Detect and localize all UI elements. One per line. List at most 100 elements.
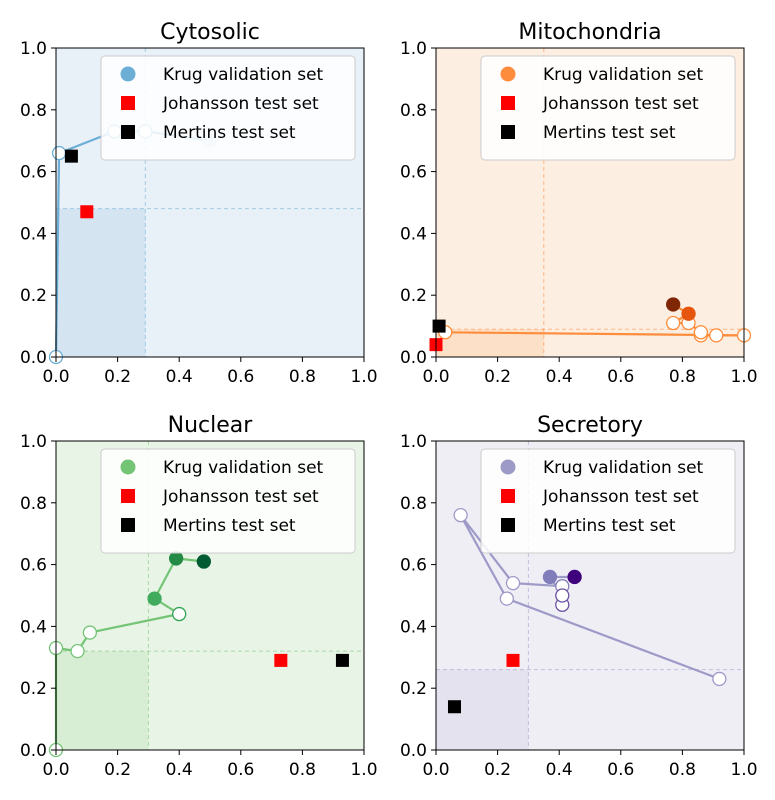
krug-point-2 xyxy=(51,145,67,161)
legend-label: Mertins test set xyxy=(543,516,676,536)
axes-frame xyxy=(55,440,365,751)
x-tick-label: 0.4 xyxy=(166,760,193,780)
x-tick-label: 0.6 xyxy=(607,367,634,387)
x-tick-label: 0.6 xyxy=(607,760,634,780)
panel-title: Cytosolic xyxy=(160,20,260,45)
legend-johansson-marker xyxy=(121,489,135,503)
axes-frame xyxy=(435,440,745,751)
mertins-point xyxy=(432,319,446,333)
y-tick-label: 0.8 xyxy=(20,494,47,514)
mertins-point xyxy=(447,700,461,714)
legend-label: Johansson test set xyxy=(542,487,699,507)
legend-box xyxy=(480,55,736,161)
johansson-point xyxy=(506,653,520,667)
y-tick-label: 0.6 xyxy=(20,556,47,576)
y-tick-label: 1.0 xyxy=(20,39,47,59)
legend-box xyxy=(100,448,356,554)
panel-mitochondria: 0.00.0 0.2 0.2 0.4 0.4 0.6 0.6 0.8 0.8 1.0 1.0 Mito… xyxy=(400,20,758,387)
krug-point-5 xyxy=(172,606,187,622)
krug-point-7 xyxy=(666,315,681,331)
panel-nuclear: 0.00.0 0.2 0.2 0.4 0.4 0.6 0.6 0.8 0.8 1.0 1.0 Nucl… xyxy=(20,413,378,780)
y-tick-label: 0.8 xyxy=(20,101,47,121)
legend-mertins-marker xyxy=(121,518,135,532)
legend: Krug validation set Johansson test set Mer… xyxy=(100,55,356,161)
threshold-overlap-region xyxy=(56,208,146,357)
legend-label: Johansson test set xyxy=(542,94,699,114)
legend-label: Mertins test set xyxy=(163,123,296,143)
y-tick-label: 0.0 xyxy=(400,348,427,368)
x-tick-label: 0.2 xyxy=(104,760,131,780)
x-tick-label: 1.0 xyxy=(730,760,757,780)
y-tick-label: 1.0 xyxy=(20,432,47,452)
panel-cytosolic: 0.00.0 0.2 0.2 0.4 0.4 0.6 0.6 0.8 0.8 1.0 1.0 Cyto… xyxy=(20,20,378,387)
legend-krug-marker xyxy=(500,459,516,475)
krug-point-8 xyxy=(681,306,696,321)
legend-krug-marker xyxy=(120,66,136,82)
krug-point-4 xyxy=(505,575,521,591)
y-tick-label: 0.2 xyxy=(400,679,427,699)
panel-title: Secretory xyxy=(537,413,643,438)
legend-krug-marker xyxy=(500,66,516,82)
x-tick-label: 0.2 xyxy=(104,367,131,387)
legend-label: Johansson test set xyxy=(162,487,319,507)
legend-johansson-marker xyxy=(121,96,135,110)
legend: Krug validation set Johansson test set Mer… xyxy=(480,448,736,554)
krug-point-3 xyxy=(709,328,724,343)
y-tick-label: 0.0 xyxy=(20,348,47,368)
x-tick-label: 0.6 xyxy=(227,760,254,780)
y-tick-label: 0.0 xyxy=(400,741,427,761)
x-tick-label: 0.8 xyxy=(289,760,316,780)
y-tick-label: 0.4 xyxy=(20,224,47,244)
y-tick-label: 0.6 xyxy=(20,163,47,183)
x-tick-label: 0.8 xyxy=(289,367,316,387)
krug-point-5 xyxy=(693,325,709,340)
x-tick-label: 0.4 xyxy=(546,367,573,387)
y-tick-label: 0.2 xyxy=(20,286,47,306)
legend-mertins-marker xyxy=(501,125,515,139)
krug-point-3 xyxy=(453,508,468,523)
krug-point-7 xyxy=(168,551,184,566)
panel-title: Mitochondria xyxy=(518,20,661,45)
x-tick-label: 0.0 xyxy=(422,367,449,387)
legend-label: Mertins test set xyxy=(163,516,296,536)
krug-point-1 xyxy=(712,671,727,687)
x-tick-label: 0.8 xyxy=(669,760,696,780)
legend-mertins-marker xyxy=(501,518,515,532)
legend-krug-marker xyxy=(120,459,136,475)
axes-frame xyxy=(435,47,745,358)
y-tick-label: 0.2 xyxy=(20,679,47,699)
x-tick-label: 1.0 xyxy=(350,367,377,387)
threshold-overlap-region xyxy=(56,651,149,750)
x-tick-label: 0.2 xyxy=(484,367,511,387)
x-tick-label: 0.6 xyxy=(227,367,254,387)
johansson-point xyxy=(80,205,94,219)
krug-point-8 xyxy=(196,554,211,569)
x-tick-label: 0.4 xyxy=(166,367,193,387)
legend-label: Johansson test set xyxy=(162,94,319,114)
legend-label: Krug validation set xyxy=(543,65,704,85)
y-tick-label: 0.8 xyxy=(400,494,427,514)
x-tick-label: 0.2 xyxy=(484,760,511,780)
johansson-point xyxy=(274,653,288,667)
legend: Krug validation set Johansson test set Mer… xyxy=(480,55,736,161)
legend-johansson-marker xyxy=(501,96,515,110)
legend-box xyxy=(100,55,356,161)
y-tick-label: 0.8 xyxy=(400,101,427,121)
y-tick-label: 0.4 xyxy=(400,617,427,637)
panel-secretory: 0.00.0 0.2 0.2 0.4 0.4 0.6 0.6 0.8 0.8 1.0 1.0 Secr… xyxy=(400,413,758,780)
krug-point-8 xyxy=(542,569,558,585)
axes-frame xyxy=(55,47,365,358)
krug-point-4 xyxy=(82,625,98,640)
krug-point-6 xyxy=(147,591,162,606)
y-tick-label: 0.6 xyxy=(400,556,427,576)
mertins-point xyxy=(64,149,78,163)
y-tick-label: 1.0 xyxy=(400,432,427,452)
krug-point-7 xyxy=(555,588,570,603)
legend-johansson-marker xyxy=(501,489,515,503)
x-tick-label: 0.0 xyxy=(422,760,449,780)
krug-point-3 xyxy=(70,643,85,659)
legend-label: Krug validation set xyxy=(543,458,704,478)
krug-point-9 xyxy=(666,297,681,312)
y-tick-label: 0.4 xyxy=(20,617,47,637)
